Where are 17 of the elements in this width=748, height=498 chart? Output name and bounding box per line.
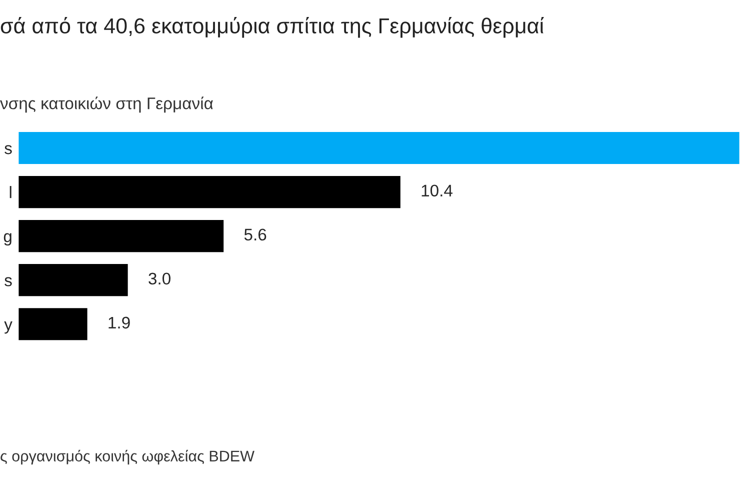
- data-label: 3.0: [148, 272, 170, 285]
- bar: [18, 130, 740, 166]
- y-tick-label: l: [10, 186, 12, 198]
- bar: [18, 174, 402, 210]
- y-tick-label: y: [4, 321, 12, 334]
- text: ς οργανισμός κοινής ωφελείας BDEW: [0, 450, 254, 465]
- bar: [18, 218, 225, 254]
- bar: [18, 306, 89, 342]
- y-tick-label: s: [4, 277, 12, 286]
- bar: [18, 262, 130, 298]
- y-tick-label: g: [4, 233, 12, 246]
- data-label: 10.4: [422, 184, 452, 197]
- y-tick-label: s: [4, 145, 12, 154]
- data-label: 1.9: [108, 316, 130, 329]
- chart-subtitle: νσης κατοικιών στη Γερμανία: [0, 96, 213, 113]
- chart-title: σά από τα 40,6 εκατομμύρια σπίτια της Γερμανίας θερμαί: [0, 17, 544, 38]
- data-label: 5.6: [244, 228, 266, 241]
